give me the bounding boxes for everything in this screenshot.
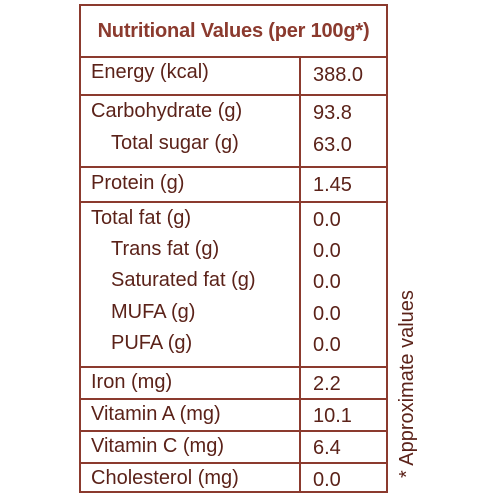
row-label: Total fat (g) xyxy=(91,207,192,229)
row-value: 93.8 xyxy=(313,102,352,124)
table-row: Energy (kcal) 388.0 xyxy=(81,58,386,94)
row-label: Energy (kcal) xyxy=(91,61,209,83)
table-row: Vitamin C (mg) 6.4 xyxy=(81,430,386,464)
row-label: Saturated fat (g) xyxy=(111,269,256,291)
table-row: Iron (mg) 2.2 xyxy=(81,366,386,400)
table-row: Cholesterol (mg) 0.0 xyxy=(81,462,386,495)
row-label: PUFA (g) xyxy=(111,332,193,354)
table-row: Total fat (g) 0.0 Trans fat (g) 0.0 Satu… xyxy=(81,201,386,368)
row-value: 0.0 xyxy=(313,469,341,491)
row-value: 6.4 xyxy=(313,437,341,459)
row-value: 0.0 xyxy=(313,303,341,325)
row-label: Protein (g) xyxy=(91,172,185,194)
row-label: Vitamin C (mg) xyxy=(91,435,224,457)
column-divider xyxy=(299,58,301,491)
row-value: 2.2 xyxy=(313,373,341,395)
row-label: Total sugar (g) xyxy=(111,132,239,154)
row-value: 1.45 xyxy=(313,174,352,196)
row-label: MUFA (g) xyxy=(111,301,196,323)
row-value: 0.0 xyxy=(313,271,341,293)
table-title: Nutritional Values (per 100g*) xyxy=(81,6,386,58)
footnote: * Approximate values xyxy=(396,290,418,478)
row-value: 10.1 xyxy=(313,405,352,427)
table-row: Vitamin A (mg) 10.1 xyxy=(81,398,386,432)
row-value: 0.0 xyxy=(313,334,341,356)
row-value: 0.0 xyxy=(313,209,341,231)
row-label: Trans fat (g) xyxy=(111,238,220,260)
row-label: Cholesterol (mg) xyxy=(91,467,239,489)
row-label: Vitamin A (mg) xyxy=(91,403,221,425)
row-label: Iron (mg) xyxy=(91,371,173,393)
row-value: 63.0 xyxy=(313,134,352,156)
table-row: Protein (g) 1.45 xyxy=(81,166,386,203)
table-row: Carbohydrate (g) 93.8 Total sugar (g) 63… xyxy=(81,94,386,168)
nutrition-table: Nutritional Values (per 100g*) Energy (k… xyxy=(79,4,388,493)
row-value: 0.0 xyxy=(313,240,341,262)
row-label: Carbohydrate (g) xyxy=(91,100,243,122)
row-value: 388.0 xyxy=(313,64,364,86)
